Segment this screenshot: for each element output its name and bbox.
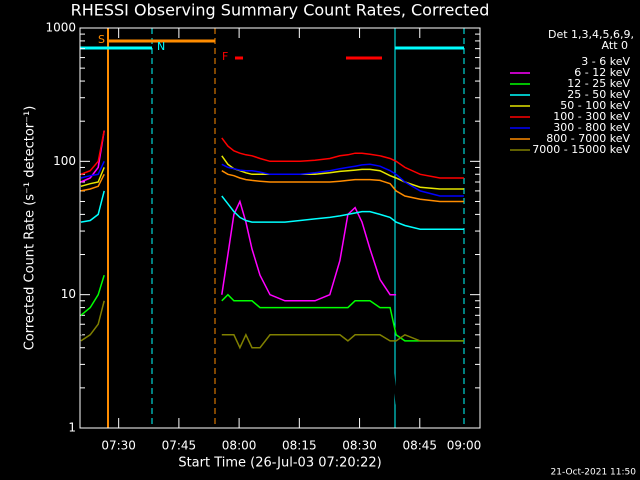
series-line bbox=[80, 300, 464, 350]
series-line bbox=[80, 160, 464, 197]
flag-label: F bbox=[222, 50, 228, 63]
legend-label: 7000 - 15000 keV bbox=[532, 143, 630, 156]
y-tick-label: 1 bbox=[68, 421, 76, 435]
flags bbox=[80, 28, 465, 428]
flag-label: S bbox=[98, 33, 105, 46]
x-axis-label: Start Time (26-Jul-03 07:20:22) bbox=[178, 456, 381, 471]
series-line bbox=[80, 155, 464, 190]
legend-label: 12 - 25 keV bbox=[567, 77, 630, 90]
footer: 21-Oct-2021 11:50 bbox=[551, 468, 637, 478]
series-line bbox=[80, 274, 464, 342]
x-tick-label: 08:45 bbox=[402, 439, 437, 453]
x-tick-label: 08:30 bbox=[342, 439, 377, 453]
legend-label: 800 - 7000 keV bbox=[546, 132, 630, 145]
legend-label: 3 - 6 keV bbox=[581, 55, 630, 68]
legend-label: 300 - 800 keV bbox=[553, 121, 630, 134]
legend-label: 100 - 300 keV bbox=[553, 110, 630, 123]
x-tick-label: 09:00 bbox=[447, 439, 482, 453]
chart-title: RHESSI Observing Summary Count Rates, Co… bbox=[71, 1, 490, 20]
y-axis-label: Corrected Count Rate (s⁻¹ detector⁻¹) bbox=[23, 106, 38, 351]
series-line bbox=[80, 220, 397, 405]
legend-title: Att 0 bbox=[602, 39, 628, 52]
x-tick-label: 08:15 bbox=[282, 439, 317, 453]
legend-title: Det 1,3,4,5,6,9, bbox=[548, 28, 634, 41]
series-line bbox=[80, 170, 464, 203]
x-tick-label: 07:30 bbox=[101, 439, 136, 453]
series-line bbox=[80, 190, 464, 230]
y-tick-label: 100 bbox=[53, 154, 76, 168]
x-tick-label: 08:00 bbox=[222, 439, 257, 453]
x-tick-label: 07:45 bbox=[162, 439, 197, 453]
legend-label: 25 - 50 keV bbox=[567, 88, 630, 101]
y-tick-label: 1000 bbox=[45, 21, 76, 35]
flag-label: N bbox=[157, 40, 165, 53]
series-line bbox=[80, 130, 464, 179]
plot-frame bbox=[79, 27, 481, 429]
y-tick-label: 10 bbox=[61, 287, 76, 301]
legend-label: 6 - 12 keV bbox=[574, 66, 630, 79]
legend-label: 50 - 100 keV bbox=[560, 99, 630, 112]
